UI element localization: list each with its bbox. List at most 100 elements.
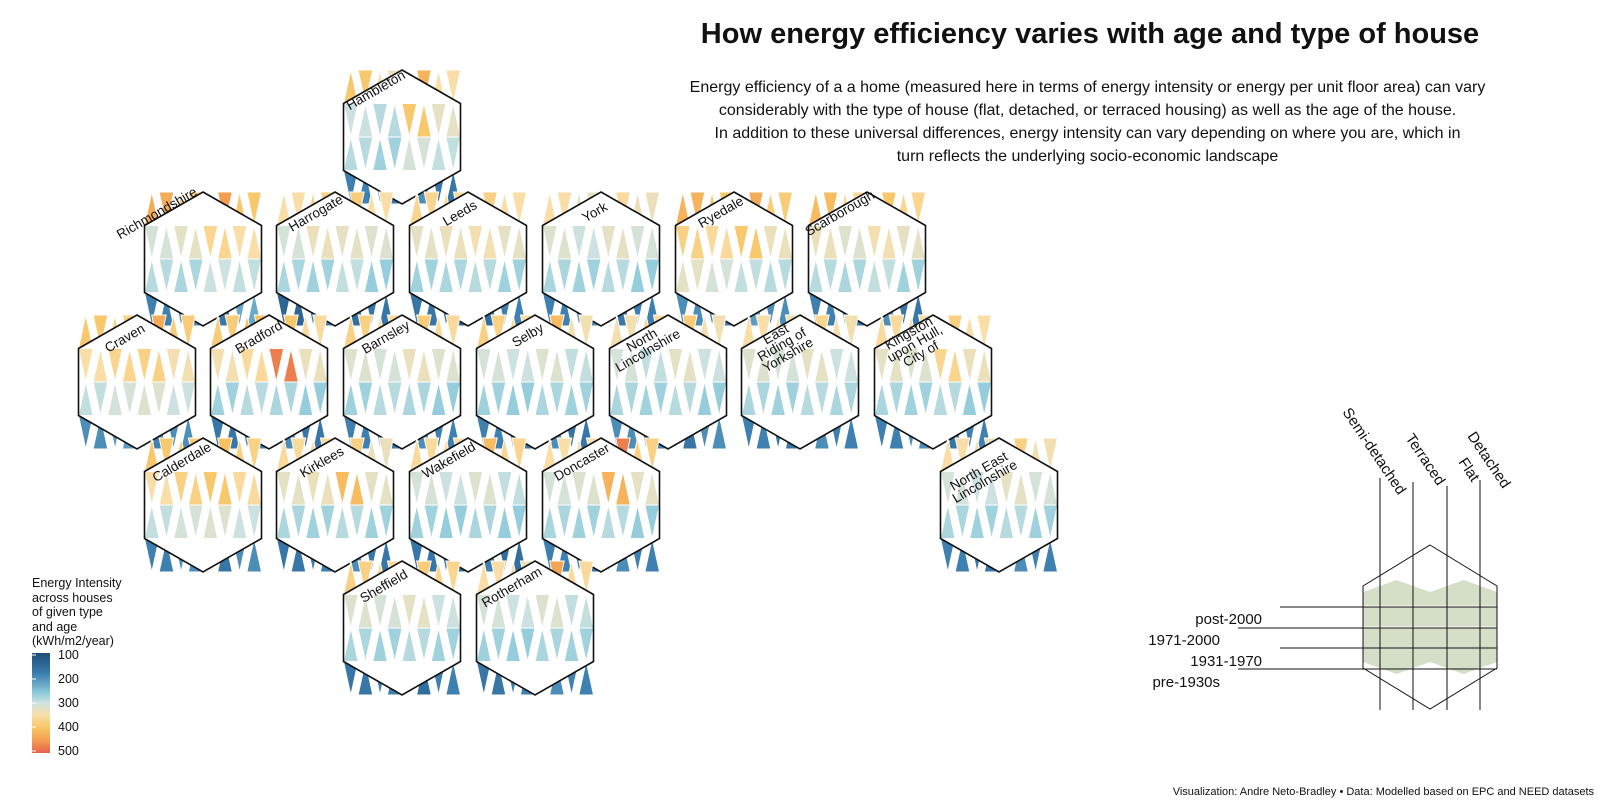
energy-cell	[475, 381, 492, 416]
hex-cap-divider	[437, 292, 499, 323]
energy-cell	[416, 627, 432, 662]
energy-cell	[312, 348, 329, 383]
energy-cell	[357, 627, 374, 662]
region-hex: Richmondshire	[114, 184, 263, 327]
key-age-label: 1971-2000	[1148, 632, 1220, 649]
energy-cell	[505, 348, 521, 383]
energy-cell	[349, 225, 365, 260]
hex-cap-top	[675, 192, 793, 226]
hex-cap-bottom	[78, 415, 196, 449]
energy-cell	[600, 225, 617, 260]
hex-cap-divider	[437, 538, 499, 569]
energy-cell	[578, 560, 595, 595]
energy-cell	[297, 348, 314, 383]
hex-cap-top	[874, 315, 992, 349]
hex-cap-divider	[968, 538, 1030, 569]
hex-outline	[740, 314, 860, 450]
energy-cell	[563, 627, 580, 662]
energy-cell	[372, 103, 388, 138]
energy-cell	[349, 258, 365, 293]
key-house-type-label: Semi-detached	[1339, 405, 1410, 498]
legend-tick-label: 500	[58, 744, 79, 758]
energy-cell	[748, 225, 764, 260]
hex-cap-divider	[570, 538, 632, 569]
hex-cap-top	[78, 315, 196, 349]
energy-cell	[445, 136, 462, 171]
energy-cell	[571, 225, 587, 260]
energy-cell	[534, 627, 551, 662]
energy-cell	[755, 314, 772, 349]
key-house-type-label: Terraced	[1402, 431, 1449, 489]
energy-cell	[467, 504, 484, 539]
hex-outline	[275, 191, 395, 327]
energy-cell	[519, 348, 536, 383]
energy-cell	[158, 191, 175, 226]
energy-cell	[571, 504, 587, 539]
energy-cell	[305, 504, 321, 539]
energy-cell	[556, 258, 573, 293]
energy-cell	[357, 69, 374, 104]
energy-cell	[629, 225, 646, 260]
energy-cell	[615, 258, 631, 293]
energy-cell	[467, 258, 484, 293]
energy-cell	[711, 415, 728, 450]
energy-cell	[814, 381, 830, 416]
energy-cell	[1013, 504, 1029, 539]
energy-cell	[386, 594, 403, 629]
hex-cap-divider	[836, 292, 898, 323]
energy-cell	[372, 627, 388, 662]
energy-cell	[711, 314, 728, 349]
energy-cell	[342, 136, 359, 171]
energy-cell	[202, 504, 219, 539]
energy-cell	[873, 381, 890, 416]
energy-cell	[947, 348, 963, 383]
energy-cell	[342, 381, 359, 416]
hex-cap-top	[343, 315, 461, 349]
hex-outline	[807, 191, 927, 327]
hex-outline	[342, 314, 462, 450]
energy-cell	[275, 504, 292, 539]
energy-cell	[445, 314, 462, 349]
region-hexes: Hambleton Richmondshire Harrogate Leeds York…	[77, 67, 1059, 696]
energy-cell	[623, 314, 640, 349]
energy-cell	[629, 258, 646, 293]
energy-cell	[511, 258, 528, 293]
energy-cell	[954, 437, 971, 472]
hex-cap-divider	[304, 538, 366, 569]
energy-cell	[1042, 471, 1059, 506]
energy-cell	[173, 225, 189, 260]
hex-cap-bottom	[343, 170, 461, 204]
energy-cell	[342, 627, 359, 662]
region-hex: Selby	[475, 314, 595, 450]
hex-cap-divider	[304, 292, 366, 323]
energy-cell	[401, 381, 418, 416]
energy-cell	[445, 103, 462, 138]
energy-cell	[378, 258, 395, 293]
energy-cell	[674, 258, 691, 293]
key-age-label: post-2000	[1195, 611, 1262, 628]
energy-cell	[438, 225, 454, 260]
hex-cap-divider	[637, 415, 699, 446]
energy-cell	[121, 381, 138, 416]
energy-cell	[319, 258, 336, 293]
region-hex: Wakefield	[408, 437, 528, 573]
hex-outline	[475, 314, 595, 450]
energy-cell	[556, 225, 573, 260]
energy-cell	[947, 381, 963, 416]
energy-cell	[511, 471, 528, 506]
energy-cell	[217, 225, 233, 260]
hex-outline	[608, 314, 728, 450]
energy-cell	[511, 225, 528, 260]
energy-cell	[246, 225, 263, 260]
energy-cell	[490, 348, 507, 383]
energy-cell	[549, 381, 565, 416]
energy-cell	[843, 348, 860, 383]
energy-cell	[704, 258, 720, 293]
hex-cap-divider	[371, 415, 433, 446]
energy-cell	[615, 471, 631, 506]
energy-cell	[475, 627, 492, 662]
energy-cell	[187, 225, 204, 260]
energy-cell	[290, 504, 307, 539]
hex-cap-divider	[238, 415, 300, 446]
